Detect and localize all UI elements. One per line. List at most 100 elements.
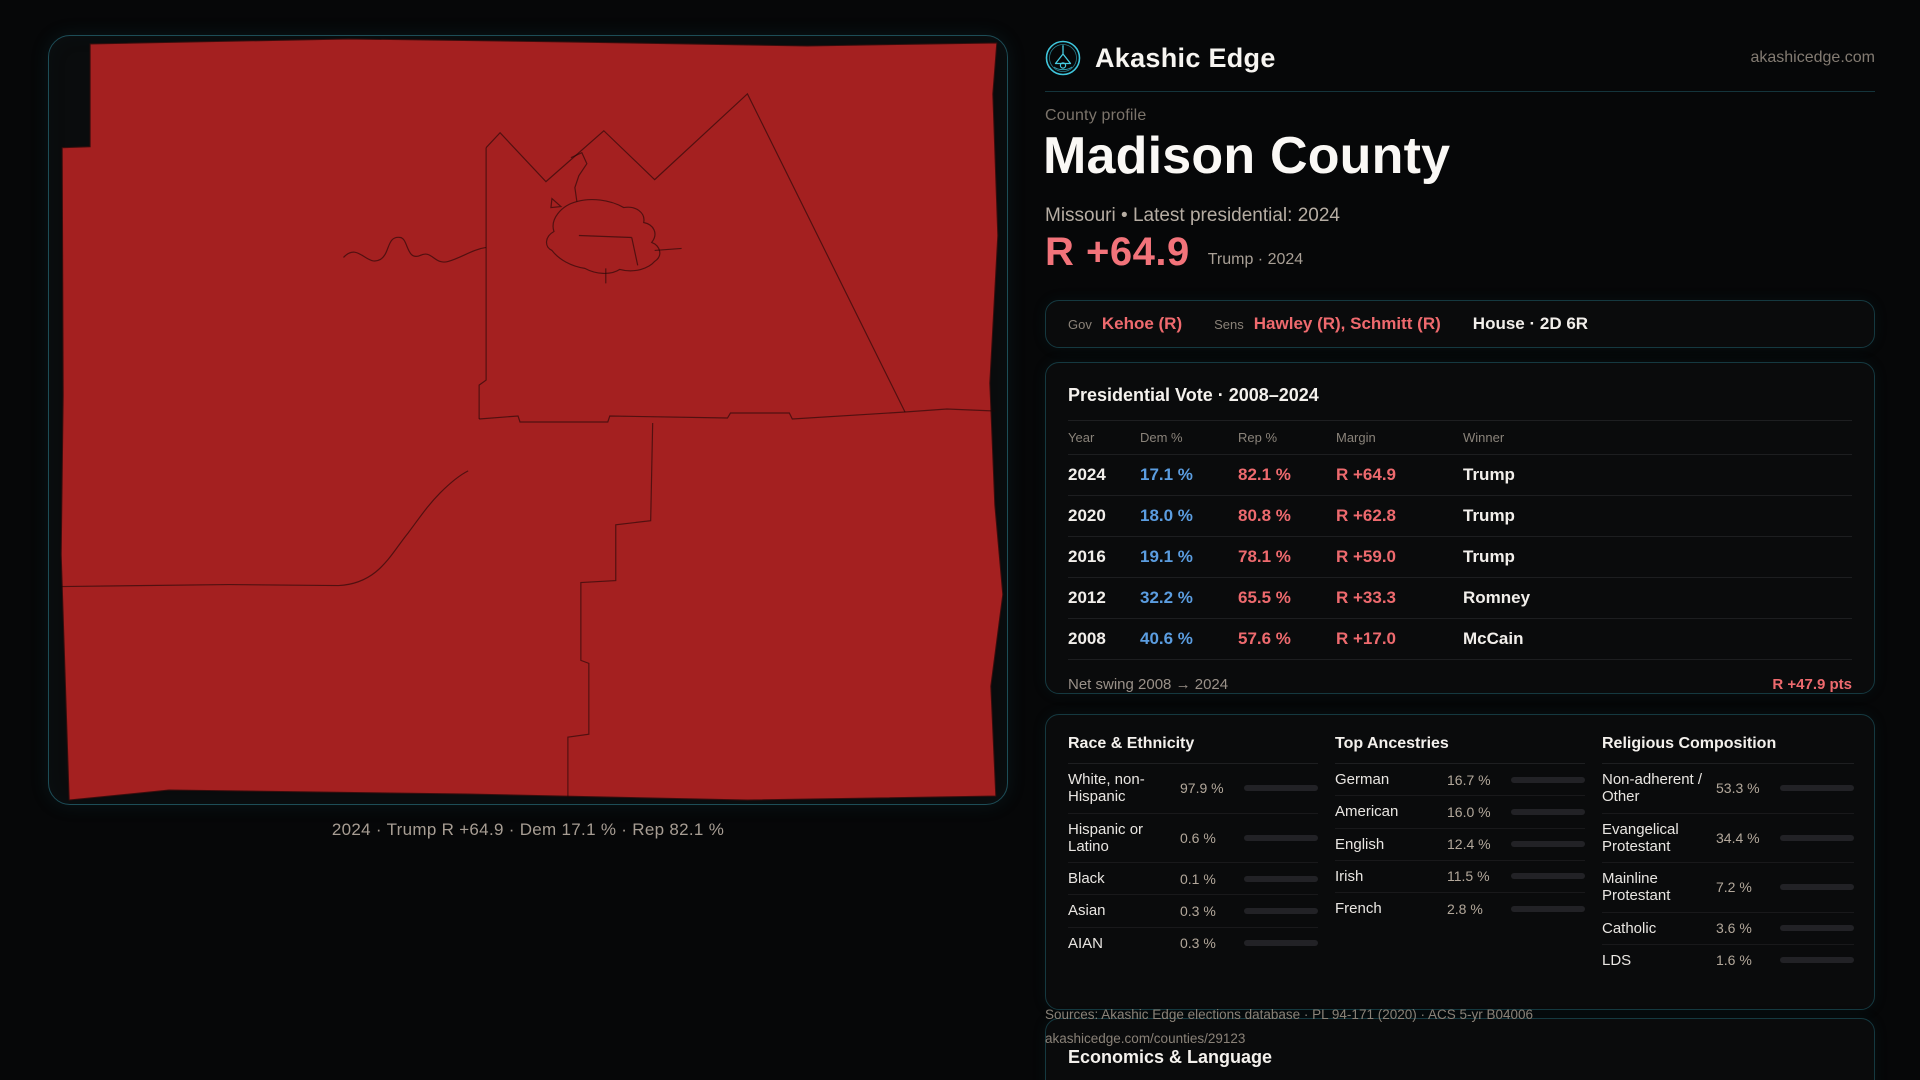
county-map[interactable] [49,36,1007,804]
house-value: House · 2D 6R [1472,314,1589,333]
margin-cell: R +62.8 [1336,506,1397,525]
gov-label: Gov [1068,316,1092,332]
stat-label: Black [1068,870,1105,887]
stat-value: 0.3 % [1180,935,1216,952]
stat-bar [1511,776,1585,783]
margin-cell: R +33.3 [1336,588,1397,607]
dem-cell: 17.1 % [1140,465,1193,484]
stat-bar [1244,785,1318,792]
dem-cell: 18.0 % [1140,506,1193,525]
religion-title: Religious Composition [1602,735,1854,764]
header-divider [1045,91,1875,92]
stat-value: 16.0 % [1447,803,1491,820]
winner-cell: Trump [1463,547,1515,566]
presidential-vote-card: Presidential Vote · 2008–2024 Year Dem %… [1045,362,1875,694]
county-meta: Missouri • Latest presidential: 2024 [1045,205,1340,226]
stat-bar [1244,940,1318,947]
demographics-card: Race & Ethnicity White, non-Hispanic 97.… [1045,714,1875,1010]
stat-row: Non-adherent / Other 53.3 % [1602,764,1854,814]
stat-value: 53.3 % [1716,780,1760,797]
stat-row: White, non-Hispanic 97.9 % [1068,764,1318,814]
stat-bar [1511,873,1585,880]
margin-cell: R +17.0 [1336,629,1397,648]
stat-label: Irish [1335,867,1364,885]
table-row: 2012 32.2 % 65.5 % R +33.3 Romney [1068,578,1852,619]
year-cell: 2016 [1068,547,1106,566]
economics-language-card: Economics & Language [1045,1018,1875,1080]
stat-label: LDS [1602,951,1632,969]
year-cell: 2012 [1068,588,1106,607]
page-title: Madison County [1043,127,1451,185]
rep-cell: 65.5 % [1238,588,1291,607]
margin-cell: R +64.9 [1336,465,1397,484]
table-row: 2008 40.6 % 57.6 % R +17.0 McCain [1068,619,1852,660]
col-rep: Rep % [1238,430,1278,445]
col-dem: Dem % [1140,430,1183,445]
net-swing-value: R +47.9 pts [1772,675,1852,693]
year-cell: 2008 [1068,629,1106,648]
precinct-boundaries [61,92,995,799]
stat-row: AIAN 0.3 % [1068,928,1318,959]
county-map-card [48,35,1008,805]
stat-bar [1511,808,1585,815]
stat-value: 12.4 % [1447,836,1491,853]
stat-label: American [1335,803,1399,821]
county-shape [60,38,1004,801]
net-swing-row: Net swing 2008 → 2024 R +47.9 pts [1068,662,1852,706]
stat-row: Mainline Protestant 7.2 % [1602,863,1854,913]
dem-cell: 19.1 % [1140,547,1193,566]
brand-domain-link[interactable]: akashicedge.com [1750,49,1875,66]
rep-cell: 82.1 % [1238,465,1291,484]
presidential-vote-table: Year Dem % Rep % Margin Winner 2024 17.1… [1068,421,1852,660]
dem-cell: 32.2 % [1140,588,1193,607]
col-year: Year [1068,430,1095,445]
stat-label: Catholic [1602,919,1657,937]
rep-cell: 57.6 % [1238,629,1291,648]
stat-label: French [1335,900,1382,917]
stat-label: Evangelical Protestant [1602,820,1679,855]
table-row: 2016 19.1 % 78.1 % R +59.0 Trump [1068,537,1852,578]
governor-value: Kehoe (R) [1101,314,1183,333]
senators-value: Hawley (R), Schmitt (R) [1253,314,1441,333]
stat-value: 97.9 % [1180,780,1224,797]
rep-cell: 80.8 % [1238,506,1291,525]
stat-bar [1780,785,1854,792]
stat-bar [1780,925,1854,932]
stat-value: 1.6 % [1716,952,1752,969]
dem-cell: 40.6 % [1140,629,1193,648]
stat-row: LDS 1.6 % [1602,945,1854,976]
margin-cell: R +59.0 [1336,547,1397,566]
stat-row: English 12.4 % [1335,829,1585,861]
stat-row: Black 0.1 % [1068,863,1318,896]
race-ethnicity-section: Race & Ethnicity White, non-Hispanic 97.… [1068,735,1318,989]
stat-bar [1244,834,1318,841]
headline-context: Trump · 2024 [1207,251,1304,268]
headline-margin: R +64.9 [1045,230,1190,274]
col-margin: Margin [1336,430,1376,445]
winner-cell: McCain [1463,629,1524,648]
stat-value: 0.1 % [1180,870,1216,887]
sens-label: Sens [1214,316,1244,332]
stat-row: Evangelical Protestant 34.4 % [1602,814,1854,863]
stat-row: German 16.7 % [1335,764,1585,797]
race-ethnicity-title: Race & Ethnicity [1068,735,1318,764]
net-swing-label: Net swing 2008 → 2024 [1068,675,1229,693]
stat-value: 2.8 % [1447,900,1483,917]
brand-header: Akashic Edge akashicedge.com [1045,37,1875,79]
stat-bar [1511,841,1585,848]
stat-value: 0.3 % [1180,902,1216,919]
stat-row: Asian 0.3 % [1068,895,1318,928]
ancestries-title: Top Ancestries [1335,735,1585,764]
stat-row: Catholic 3.6 % [1602,913,1854,945]
sources-permalink[interactable]: akashicedge.com/counties/29123 [1045,1030,1246,1046]
stat-label: Mainline Protestant [1602,870,1671,905]
table-header-row: Year Dem % Rep % Margin Winner [1068,421,1852,455]
stat-label: German [1335,771,1390,788]
stat-row: American 16.0 % [1335,796,1585,829]
sources-footer: Sources: Akashic Edge elections database… [1045,1003,1533,1050]
table-row: 2024 17.1 % 82.1 % R +64.9 Trump [1068,455,1852,496]
stat-bar [1244,907,1318,914]
stat-row: Irish 11.5 % [1335,861,1585,893]
stat-bar [1511,905,1585,912]
economics-language-title: Economics & Language [1068,1047,1852,1080]
